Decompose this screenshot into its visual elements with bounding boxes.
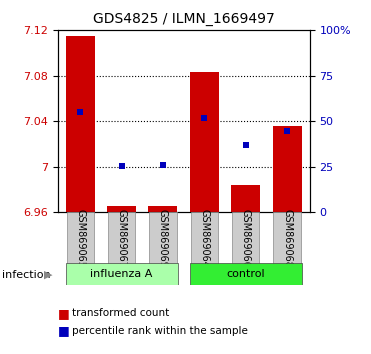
Text: transformed count: transformed count <box>72 308 170 318</box>
Bar <box>66 263 178 285</box>
Text: GSM869068: GSM869068 <box>282 209 292 268</box>
Bar <box>108 212 135 264</box>
Text: infection: infection <box>2 270 50 280</box>
Bar <box>232 212 259 264</box>
Bar <box>148 206 177 212</box>
Text: influenza A: influenza A <box>91 269 153 279</box>
Text: percentile rank within the sample: percentile rank within the sample <box>72 326 248 336</box>
Bar <box>149 212 177 264</box>
Text: GSM869066: GSM869066 <box>241 209 251 268</box>
Text: control: control <box>226 269 265 279</box>
Text: GSM869065: GSM869065 <box>75 209 85 268</box>
Bar <box>107 206 136 212</box>
Bar <box>273 126 302 212</box>
Bar <box>273 212 301 264</box>
Bar <box>190 72 219 212</box>
Bar <box>190 263 302 285</box>
Bar <box>66 36 95 212</box>
Text: GSM869069: GSM869069 <box>158 209 168 268</box>
Text: ▶: ▶ <box>44 270 52 280</box>
Bar <box>231 185 260 212</box>
Text: GSM869064: GSM869064 <box>199 209 209 268</box>
Text: ■: ■ <box>58 325 69 337</box>
Bar <box>191 212 218 264</box>
Text: ■: ■ <box>58 307 69 320</box>
Bar <box>66 212 94 264</box>
Text: GSM869067: GSM869067 <box>116 209 127 268</box>
Title: GDS4825 / ILMN_1669497: GDS4825 / ILMN_1669497 <box>93 12 275 26</box>
